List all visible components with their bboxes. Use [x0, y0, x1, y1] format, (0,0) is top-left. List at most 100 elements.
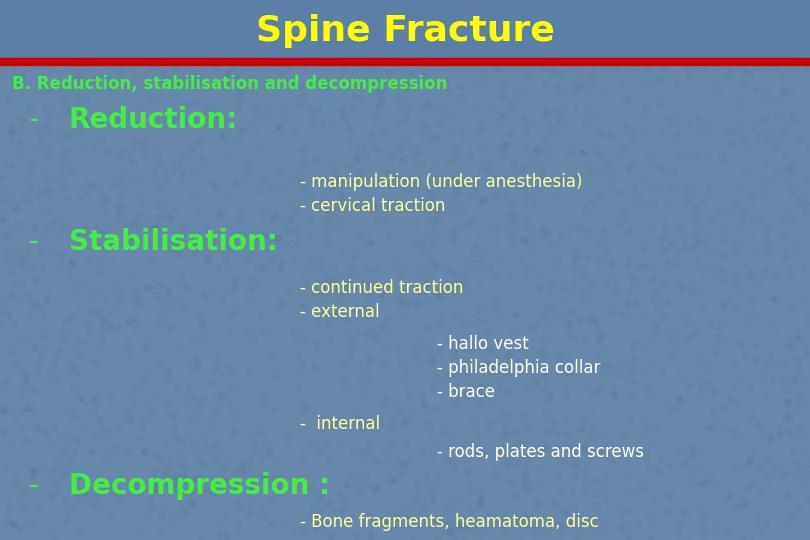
Point — [661, 133, 674, 141]
Point — [371, 265, 384, 274]
Point — [28, 472, 40, 481]
Point — [386, 173, 399, 181]
Point — [78, 83, 91, 91]
Point — [173, 346, 185, 355]
Point — [743, 451, 756, 460]
Point — [104, 514, 117, 522]
Point — [583, 339, 596, 347]
Point — [573, 107, 586, 116]
Point — [340, 316, 353, 325]
Point — [752, 516, 765, 524]
Point — [556, 385, 569, 394]
Point — [307, 510, 320, 518]
Point — [72, 336, 85, 345]
Point — [53, 219, 66, 228]
Point — [97, 315, 110, 323]
Point — [352, 154, 365, 163]
Point — [699, 266, 712, 274]
Point — [199, 101, 212, 110]
Point — [96, 177, 109, 186]
Point — [375, 96, 388, 104]
Point — [724, 316, 737, 325]
Point — [347, 269, 360, 278]
Point — [529, 152, 542, 160]
Point — [278, 453, 291, 462]
Point — [229, 118, 242, 127]
Point — [731, 73, 744, 82]
Point — [69, 513, 82, 522]
Point — [198, 78, 211, 87]
Point — [489, 299, 502, 308]
Point — [591, 409, 604, 417]
Point — [133, 78, 146, 86]
Point — [428, 259, 441, 267]
Point — [185, 461, 198, 469]
Point — [345, 400, 358, 408]
Point — [428, 404, 441, 413]
Point — [454, 374, 467, 383]
Point — [28, 299, 40, 308]
Point — [296, 185, 309, 194]
Point — [77, 144, 90, 152]
Point — [575, 416, 588, 425]
Point — [389, 490, 402, 499]
Point — [45, 235, 58, 244]
Point — [422, 150, 435, 159]
Point — [629, 435, 642, 444]
Point — [597, 263, 610, 272]
Point — [32, 387, 45, 396]
Point — [23, 62, 36, 71]
Point — [250, 195, 263, 204]
Point — [87, 502, 100, 511]
Point — [503, 430, 516, 438]
Point — [240, 303, 253, 312]
Point — [699, 531, 712, 539]
Point — [363, 355, 376, 364]
Point — [696, 84, 709, 92]
Point — [651, 288, 664, 296]
Point — [792, 355, 805, 364]
Point — [787, 62, 799, 71]
Point — [172, 481, 185, 489]
Point — [337, 447, 350, 455]
Point — [705, 470, 718, 479]
Point — [25, 312, 38, 320]
Point — [191, 475, 204, 484]
Point — [634, 160, 647, 169]
Point — [110, 441, 123, 449]
Point — [433, 451, 446, 460]
Point — [700, 379, 713, 387]
Point — [592, 160, 605, 169]
Point — [692, 117, 705, 125]
Point — [407, 123, 420, 131]
Point — [496, 92, 509, 100]
Point — [655, 364, 668, 373]
Point — [464, 526, 477, 535]
Point — [676, 122, 688, 130]
Point — [322, 418, 335, 427]
Point — [558, 168, 571, 177]
Point — [778, 463, 791, 472]
Point — [588, 60, 601, 69]
Point — [579, 227, 592, 235]
Point — [567, 327, 580, 336]
Point — [92, 286, 104, 295]
Point — [146, 410, 159, 419]
Point — [215, 280, 228, 288]
Point — [474, 494, 487, 503]
Point — [568, 222, 581, 231]
Point — [524, 466, 537, 475]
Point — [679, 75, 692, 84]
Point — [323, 157, 336, 166]
Point — [272, 234, 285, 242]
Point — [370, 145, 383, 153]
Point — [121, 410, 134, 418]
Point — [232, 530, 245, 538]
Point — [432, 475, 445, 484]
Point — [141, 341, 154, 350]
Point — [193, 312, 206, 320]
Point — [11, 204, 24, 212]
Point — [192, 447, 205, 456]
Point — [125, 321, 138, 329]
Point — [232, 531, 245, 539]
